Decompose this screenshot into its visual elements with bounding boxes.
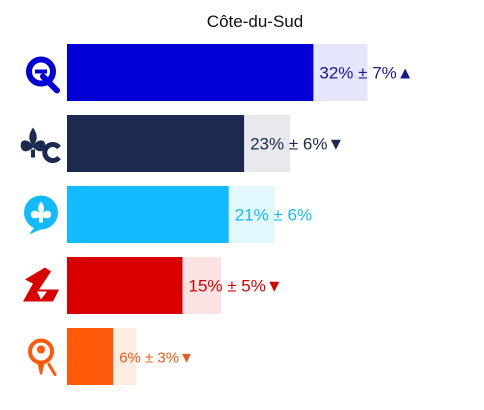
plq-fleur-de-lis-c-icon: [20, 127, 61, 163]
bar-2: [67, 186, 229, 243]
plq-red-leaf-icon: [23, 267, 59, 302]
bar-3: [67, 257, 183, 314]
pq-speech-bubble-fleur-de-lis-icon: [24, 195, 58, 235]
bar-4: [67, 328, 114, 385]
qs-person-icon: [28, 338, 57, 376]
bar-label-2: 21% ± 6%: [235, 206, 312, 225]
bar-0: [67, 44, 314, 101]
bar-label-0: 32% ± 7%▲: [319, 64, 413, 83]
bar-label-3: 15% ± 5%▼: [189, 277, 283, 296]
caq-q-logo-icon: [26, 56, 60, 94]
chart-title: Côte-du-Sud: [207, 12, 303, 31]
icons-group: [20, 56, 61, 376]
bar-label-4: 6% ± 3%▼: [119, 350, 194, 367]
bars-group: 32% ± 7%▲ 23% ± 6%▼ 21% ± 6% 15% ± 5%▼ 6% ± …: [67, 44, 414, 385]
bar-label-1: 23% ± 6%▼: [250, 135, 344, 154]
bar-1: [67, 115, 245, 172]
